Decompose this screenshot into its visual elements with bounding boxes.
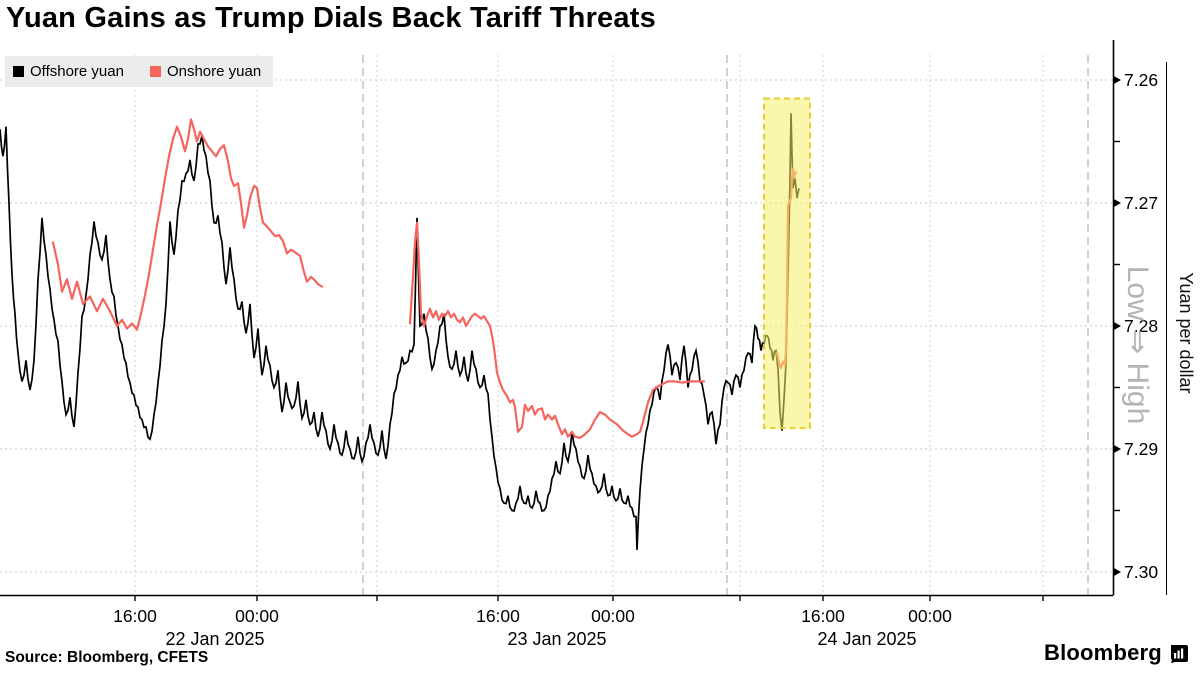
svg-text:7.30: 7.30 (1124, 562, 1158, 582)
x-axis-ticks: 16:00 00:00 16:00 00:00 16:00 00:00 22 Jan 202… (113, 595, 1044, 649)
onshore-series-line-1 (51, 118, 324, 331)
v-gridlines (134, 55, 1089, 595)
bloomberg-bars-icon (1170, 644, 1188, 663)
svg-text:7.26: 7.26 (1124, 70, 1158, 90)
onshore-swatch-icon (149, 66, 161, 77)
legend-item-offshore: Offshore yuan (13, 63, 124, 80)
legend-label-offshore: Offshore yuan (30, 63, 124, 80)
date-label: 24 Jan 2025 (817, 629, 916, 649)
svg-text:7.28: 7.28 (1124, 316, 1158, 336)
time-tick-label: 16:00 (113, 606, 157, 626)
chart-title: Yuan Gains as Trump Dials Back Tariff Th… (6, 2, 656, 34)
time-tick-label: 16:00 (801, 606, 845, 626)
time-tick-label: 00:00 (235, 606, 279, 626)
offshore-swatch-icon (13, 66, 24, 77)
y-axis-ticks: 7.26 7.27 7.28 7.29 7.30 (1113, 70, 1158, 582)
source-note: Source: Bloomberg, CFETS (5, 649, 209, 666)
legend: Offshore yuan Onshore yuan (5, 56, 274, 87)
legend-item-onshore: Onshore yuan (149, 63, 262, 80)
time-tick-label: 16:00 (476, 606, 520, 626)
time-tick-label: 00:00 (908, 606, 952, 626)
bloomberg-branding: Bloomberg (1044, 640, 1188, 666)
h-gridlines (0, 79, 1113, 573)
bloomberg-logo-text: Bloomberg (1044, 640, 1162, 665)
svg-text:7.29: 7.29 (1124, 439, 1158, 459)
date-label: 22 Jan 2025 (165, 629, 264, 649)
legend-label-onshore: Onshore yuan (166, 63, 262, 80)
svg-text:7.27: 7.27 (1124, 193, 1158, 213)
y-axis-title: Yuan per dollar (1176, 272, 1196, 394)
low-high-watermark: Low ⇒ High (1121, 265, 1154, 425)
date-label: 23 Jan 2025 (507, 629, 606, 649)
highlight-region (763, 97, 811, 430)
offshore-series-line (0, 113, 800, 550)
time-tick-label: 00:00 (591, 606, 635, 626)
onshore-series-line-2 (408, 221, 706, 439)
